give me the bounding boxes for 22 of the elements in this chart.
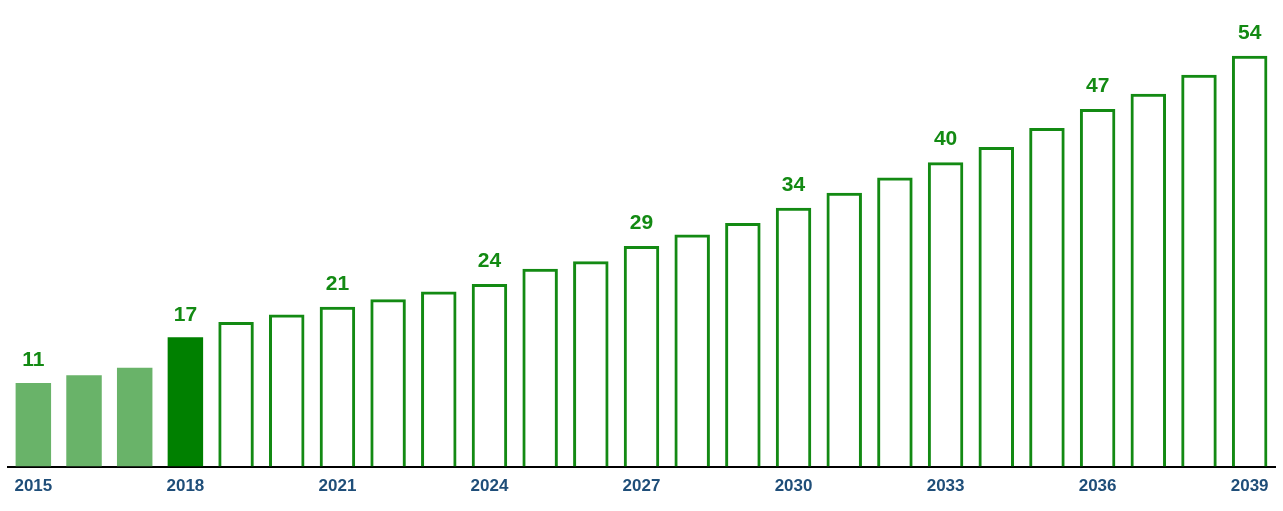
data-label: 11 (22, 347, 45, 371)
x-tick-label: 2015 (14, 476, 53, 496)
data-label: 54 (1237, 19, 1262, 43)
data-label: 29 (629, 210, 654, 234)
data-label: 40 (933, 126, 958, 150)
x-tick-label: 2030 (774, 476, 813, 496)
x-tick-label: 2021 (318, 476, 357, 496)
x-tick-label: 2036 (1078, 476, 1117, 496)
bar (116, 367, 153, 467)
data-label: 17 (173, 301, 198, 325)
bar (15, 382, 52, 467)
data-label: 21 (325, 271, 350, 295)
data-label: 34 (781, 172, 806, 196)
bar (167, 337, 204, 467)
bar (66, 375, 102, 467)
x-tick-label: 2039 (1230, 476, 1269, 496)
x-tick-label: 2024 (470, 476, 509, 496)
data-label: 24 (477, 248, 502, 272)
x-tick-label: 2033 (926, 476, 965, 496)
x-tick-label: 2018 (166, 476, 205, 496)
x-tick-label: 2027 (622, 476, 661, 496)
data-label: 47 (1085, 73, 1110, 97)
